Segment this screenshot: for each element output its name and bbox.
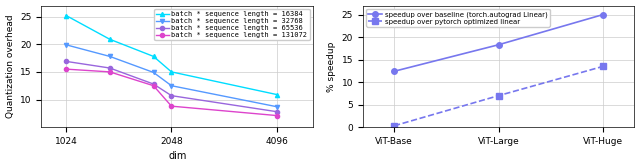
batch * sequence length = 32768 xyxy=(106,55,114,57)
batch * sequence length = 16384 xyxy=(273,94,280,96)
batch * sequence length = 16384 xyxy=(106,38,114,40)
batch * sequence length = 32768 xyxy=(62,44,70,46)
Y-axis label: % speedup: % speedup xyxy=(327,41,336,92)
Line: speedup over baseline (torch.autograd Linear): speedup over baseline (torch.autograd Li… xyxy=(391,12,606,74)
batch * sequence length = 32768 xyxy=(150,71,157,73)
speedup over baseline (torch.autograd Linear) xyxy=(390,70,398,72)
batch * sequence length = 131072 xyxy=(62,68,70,70)
speedup over pytorch optimized linear xyxy=(495,95,502,97)
batch * sequence length = 16384 xyxy=(150,55,157,57)
batch * sequence length = 32768 xyxy=(273,106,280,108)
batch * sequence length = 65536 xyxy=(168,95,175,97)
speedup over pytorch optimized linear xyxy=(390,125,398,127)
Line: batch * sequence length = 32768: batch * sequence length = 32768 xyxy=(64,43,279,109)
batch * sequence length = 131072 xyxy=(150,85,157,87)
batch * sequence length = 131072 xyxy=(106,71,114,73)
batch * sequence length = 131072 xyxy=(273,115,280,117)
speedup over baseline (torch.autograd Linear) xyxy=(599,14,607,16)
X-axis label: dim: dim xyxy=(168,151,186,161)
batch * sequence length = 16384 xyxy=(62,15,70,17)
Line: batch * sequence length = 65536: batch * sequence length = 65536 xyxy=(64,59,279,114)
batch * sequence length = 16384 xyxy=(168,71,175,73)
Line: batch * sequence length = 131072: batch * sequence length = 131072 xyxy=(64,67,279,118)
batch * sequence length = 131072 xyxy=(168,105,175,107)
Y-axis label: Quantization overhead: Quantization overhead xyxy=(6,15,15,118)
batch * sequence length = 65536 xyxy=(62,60,70,62)
batch * sequence length = 65536 xyxy=(106,67,114,69)
Legend: batch * sequence length = 16384, batch * sequence length = 32768, batch * sequen: batch * sequence length = 16384, batch *… xyxy=(154,9,310,40)
batch * sequence length = 65536 xyxy=(150,83,157,85)
Line: speedup over pytorch optimized linear: speedup over pytorch optimized linear xyxy=(391,64,606,129)
speedup over baseline (torch.autograd Linear) xyxy=(495,44,502,46)
batch * sequence length = 65536 xyxy=(273,111,280,113)
batch * sequence length = 32768 xyxy=(168,85,175,87)
speedup over pytorch optimized linear xyxy=(599,65,607,67)
Line: batch * sequence length = 16384: batch * sequence length = 16384 xyxy=(64,13,279,97)
Legend: speedup over baseline (torch.autograd Linear), speedup over pytorch optimized li: speedup over baseline (torch.autograd Li… xyxy=(366,9,550,27)
